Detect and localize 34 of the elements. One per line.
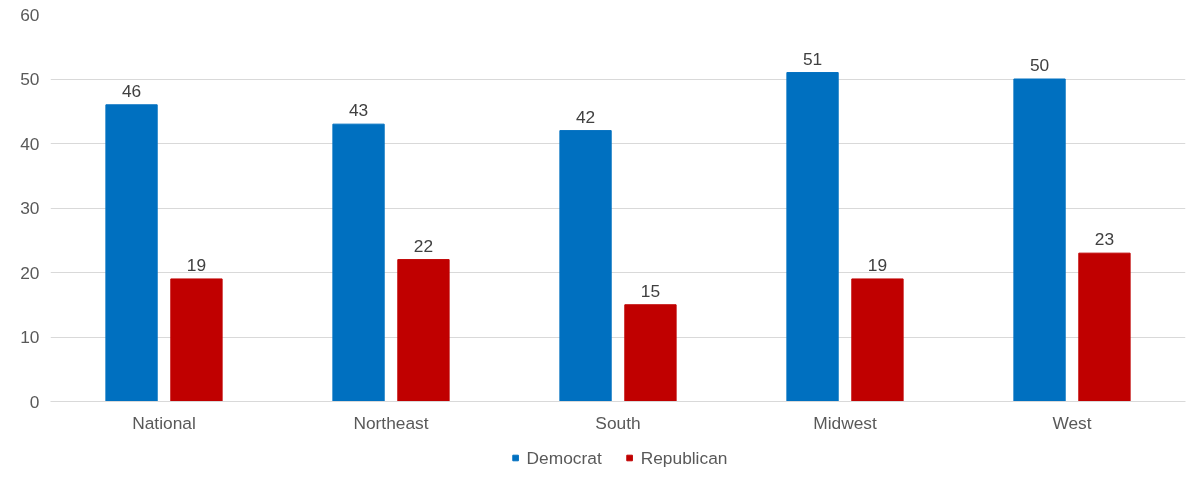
data-label: 50 <box>1029 55 1050 75</box>
y-tick-label: 10 <box>20 327 40 347</box>
bar <box>624 304 677 402</box>
x-tick-label: Midwest <box>813 412 877 433</box>
data-label: 46 <box>121 80 142 101</box>
data-label: 51 <box>802 48 823 69</box>
y-tick-label: 30 <box>20 198 40 218</box>
bar <box>1013 78 1066 402</box>
x-tick-label: South <box>595 412 641 433</box>
bar <box>1078 252 1131 402</box>
data-label: 23 <box>1094 229 1115 250</box>
x-tick-label: Northeast <box>353 412 429 433</box>
x-tick-label: West <box>1052 412 1092 433</box>
bar <box>397 259 450 402</box>
y-tick-label: 20 <box>20 262 40 283</box>
legend-label: Republican <box>640 447 728 468</box>
bar <box>170 278 223 402</box>
bar <box>786 72 839 402</box>
y-tick-label: 60 <box>20 4 40 25</box>
bar <box>851 278 904 402</box>
bar <box>105 104 158 402</box>
data-label: 22 <box>413 235 434 256</box>
x-tick-label: National <box>132 412 196 433</box>
data-label: 15 <box>640 280 661 301</box>
data-label: 19 <box>867 254 888 275</box>
bar <box>559 130 612 402</box>
data-label: 19 <box>186 254 207 275</box>
legend-label: Democrat <box>526 447 602 468</box>
data-label: 42 <box>575 106 596 127</box>
data-label: 43 <box>348 100 369 121</box>
bar <box>332 123 385 402</box>
y-tick-label: 0 <box>29 391 40 412</box>
y-tick-label: 50 <box>20 69 40 89</box>
y-tick-label: 40 <box>20 133 40 154</box>
